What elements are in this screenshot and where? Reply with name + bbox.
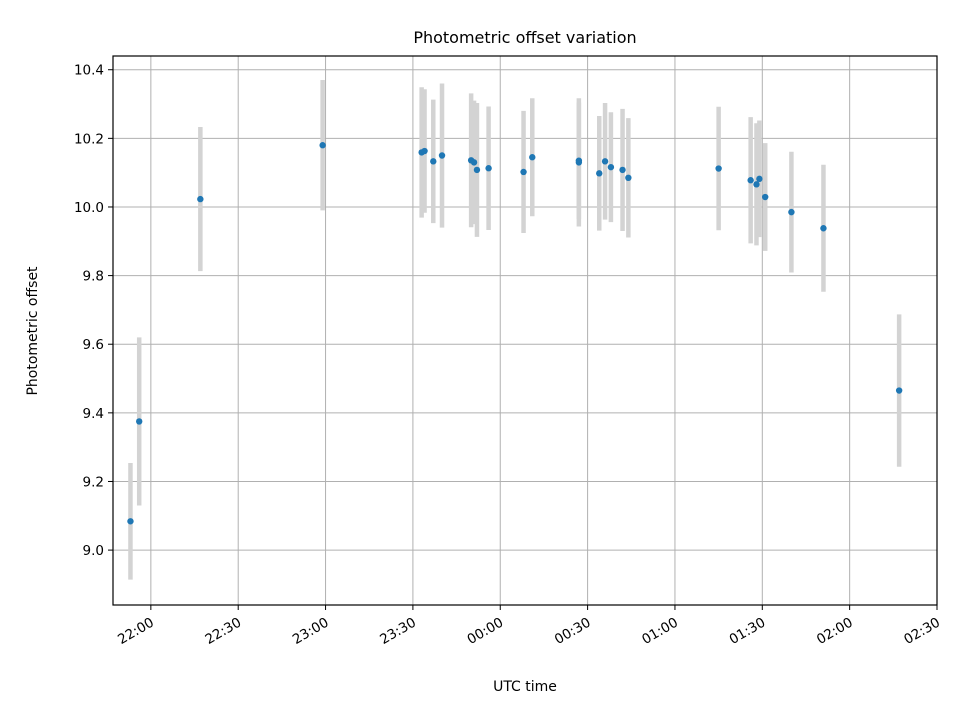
- data-point: [601, 158, 609, 165]
- data-point: [197, 195, 204, 203]
- x-tick-label: 01:30: [727, 615, 769, 648]
- data-point: [529, 154, 536, 161]
- data-point: [607, 163, 615, 171]
- y-axis-label: Photometric offset: [25, 266, 41, 396]
- y-tick-label: 10.0: [74, 200, 104, 216]
- data-point: [596, 170, 603, 177]
- data-point: [430, 158, 437, 165]
- error-bars: [128, 80, 902, 580]
- data-point: [895, 387, 903, 394]
- data-points: [127, 142, 903, 525]
- data-point: [619, 166, 626, 174]
- data-point: [625, 174, 632, 182]
- data-point: [747, 177, 754, 184]
- x-tick-label: 01:00: [639, 615, 681, 648]
- x-tick-label: 02:00: [814, 615, 856, 648]
- x-tick-label: 22:30: [203, 615, 245, 648]
- y-tick-label: 10.2: [74, 131, 104, 147]
- y-tick-label: 10.4: [74, 63, 104, 79]
- data-point: [473, 166, 481, 174]
- x-tick-label: 22:00: [115, 615, 157, 648]
- x-axis-label: UTC time: [493, 679, 557, 695]
- data-point: [438, 152, 446, 159]
- plot-frame: [112, 55, 938, 606]
- axis-ticks: 22:00 22:30 23:00 23:30 00:00 00:30 01:00 01:30…: [74, 63, 943, 648]
- data-point: [756, 175, 763, 183]
- data-point: [820, 225, 827, 232]
- data-point: [753, 181, 760, 188]
- y-tick-label: 9.8: [83, 269, 104, 285]
- x-tick-label: 00:00: [465, 615, 507, 648]
- x-tick-label: 00:30: [552, 615, 594, 648]
- data-point: [788, 208, 795, 216]
- data-point: [520, 168, 527, 176]
- data-point: [421, 147, 428, 155]
- data-point: [319, 142, 326, 149]
- data-point: [762, 193, 769, 201]
- x-tick-label: 02:30: [901, 615, 943, 648]
- data-point: [715, 165, 722, 172]
- x-tick-label: 23:00: [290, 615, 332, 648]
- y-tick-label: 9.0: [83, 543, 104, 559]
- x-tick-label: 23:30: [377, 615, 419, 648]
- data-point: [127, 518, 134, 525]
- data-point: [136, 418, 143, 425]
- y-tick-label: 9.2: [83, 474, 104, 490]
- data-point: [575, 157, 583, 164]
- chart-title: Photometric offset variation: [413, 28, 636, 47]
- data-point: [485, 165, 492, 172]
- data-point: [470, 159, 478, 166]
- y-tick-label: 9.6: [83, 337, 104, 353]
- y-tick-label: 9.4: [83, 406, 104, 422]
